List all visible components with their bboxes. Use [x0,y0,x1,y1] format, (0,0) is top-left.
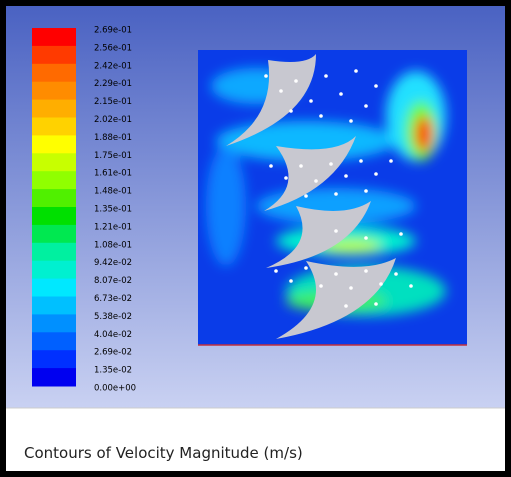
legend-band [32,153,76,171]
contour-field [198,50,467,345]
legend-label: 1.88e-01 [94,133,132,143]
legend-label: 1.48e-01 [94,187,132,197]
graphics: 2.69e-01 2.56e-01 2.42e-01 2.29e-01 2.15e-01… [6,6,505,471]
legend-band [32,207,76,225]
legend-label: 1.75e-01 [94,151,132,161]
legend-label: 2.56e-01 [94,43,132,53]
legend-band [32,82,76,100]
legend-label: 1.61e-01 [94,169,132,179]
legend-band [32,350,76,368]
caption: Contours of Velocity Magnitude (m/s) [24,444,303,462]
legend-band [32,135,76,153]
window: 2.69e-01 2.56e-01 2.42e-01 2.29e-01 2.15e-01… [0,0,511,477]
legend-band [32,171,76,189]
legend-band [32,261,76,279]
legend-band [32,332,76,350]
legend-label: 9.42e-02 [94,258,132,268]
legend-band [32,118,76,136]
legend-label: 1.35e-02 [94,366,132,376]
legend-label: 0.00e+00 [94,384,136,394]
legend-band [32,225,76,243]
legend-label: 8.07e-02 [94,276,132,286]
legend-band [32,189,76,207]
legend-label: 2.29e-01 [94,79,132,89]
legend-label: 2.02e-01 [94,115,132,125]
legend-label: 4.04e-02 [94,330,132,340]
legend-band [32,64,76,82]
legend-label: 2.69e-02 [94,348,132,358]
legend-label: 5.38e-02 [94,312,132,322]
legend-label: 1.21e-01 [94,222,132,232]
legend-band [32,46,76,64]
legend-band [32,368,76,386]
legend-band [32,297,76,315]
legend-band [32,100,76,118]
legend-band [32,314,76,332]
legend-band [32,28,76,46]
legend-label: 2.69e-01 [94,26,132,36]
legend-band [32,279,76,297]
legend-label: 6.73e-02 [94,294,132,304]
legend-label: 1.08e-01 [94,240,132,250]
legend-band [32,243,76,261]
legend-label: 2.15e-01 [94,97,132,107]
legend-label: 1.35e-01 [94,205,132,215]
legend-label: 2.42e-01 [94,61,132,71]
